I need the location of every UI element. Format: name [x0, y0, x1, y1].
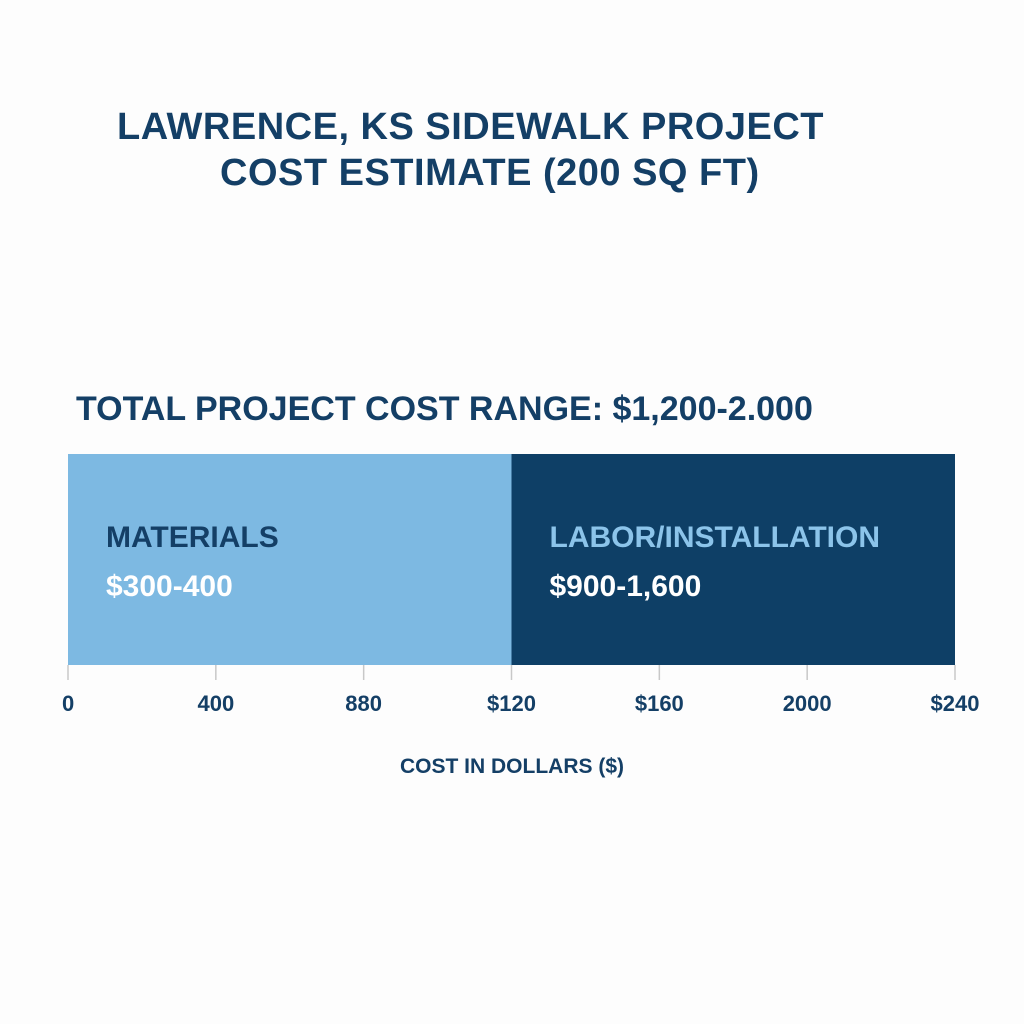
segment-value-label: $300-400: [106, 570, 233, 603]
chart-title-line-2: COST ESTIMATE (200 SQ FT): [220, 152, 760, 194]
x-tick-label: 2000: [783, 691, 832, 716]
chart-title-line-1: LAWRENCE, KS SIDEWALK PROJECT: [117, 106, 824, 148]
x-tick-label: 400: [197, 691, 234, 716]
bar-segment-0: [68, 454, 512, 665]
x-axis-label: COST IN DOLLARS ($): [400, 755, 624, 778]
segment-label: LABOR/INSTALLATION: [550, 521, 881, 554]
chart-subtitle: TOTAL PROJECT COST RANGE: $1,200-2.000: [76, 390, 813, 428]
x-tick-label: $120: [487, 691, 536, 716]
bar-segment-1: [511, 454, 955, 665]
x-tick-label: $160: [635, 691, 684, 716]
x-tick-label: 880: [345, 691, 382, 716]
segment-label: MATERIALS: [106, 521, 279, 554]
segment-value-label: $900-1,600: [550, 570, 702, 603]
x-tick-label: 0: [62, 691, 74, 716]
x-tick-label: $240: [931, 691, 980, 716]
